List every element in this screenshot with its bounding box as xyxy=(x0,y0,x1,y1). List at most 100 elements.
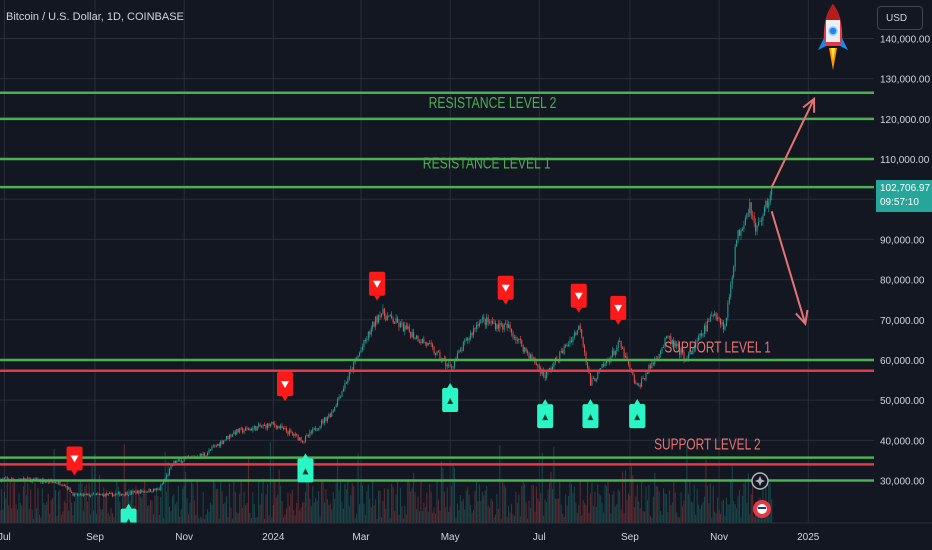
volume-bar xyxy=(595,506,597,523)
volume-bar xyxy=(24,479,26,523)
volume-bar xyxy=(677,516,679,523)
candle-body xyxy=(401,322,403,324)
candle-body xyxy=(568,344,570,346)
volume-bar xyxy=(629,495,631,523)
volume-bar xyxy=(36,508,38,523)
volume-bar xyxy=(430,491,432,523)
candle-body xyxy=(758,221,760,226)
candle-body xyxy=(550,367,552,370)
volume-bar xyxy=(519,516,521,523)
volume-bar xyxy=(556,499,558,523)
candle-body xyxy=(262,424,264,427)
volume-bar xyxy=(331,509,333,523)
volume-bar xyxy=(21,505,23,523)
volume-bar xyxy=(306,458,308,523)
candle-body xyxy=(712,315,714,317)
x-tick-label: 2025 xyxy=(797,532,820,543)
volume-bar xyxy=(46,502,48,523)
candle-body xyxy=(747,213,749,215)
candle-body xyxy=(451,366,453,368)
volume-bar xyxy=(272,504,274,523)
candle-body xyxy=(727,303,729,318)
up-triangle-icon xyxy=(587,414,594,421)
volume-bar xyxy=(435,513,437,523)
volume-bar xyxy=(303,502,305,523)
candle-body xyxy=(112,493,114,497)
candle-body xyxy=(373,322,375,327)
candle-body xyxy=(670,336,672,344)
candle-body xyxy=(525,347,527,352)
candle-body xyxy=(296,433,298,435)
last-price-label: 102,706.97 xyxy=(880,183,931,194)
candle-body xyxy=(404,325,406,332)
candle-body xyxy=(573,332,575,337)
volume-bar xyxy=(511,503,513,523)
candle-body xyxy=(433,347,435,354)
candle-body xyxy=(420,341,422,343)
candle-body xyxy=(313,427,315,429)
sell-signal xyxy=(610,295,627,325)
candle-body xyxy=(410,332,412,338)
volume-bar xyxy=(93,510,95,523)
volume-bar xyxy=(71,502,73,523)
volume-bar xyxy=(644,511,646,523)
time-axis-background xyxy=(0,523,932,550)
candle-body xyxy=(91,493,93,496)
volume-bar xyxy=(226,496,228,523)
volume-bar xyxy=(648,484,650,523)
candle-body xyxy=(651,362,653,369)
volume-bar xyxy=(325,489,327,523)
candle-body xyxy=(462,342,464,351)
candle-body xyxy=(461,349,463,351)
up-triangle-icon xyxy=(302,468,309,475)
candle-body xyxy=(285,428,287,432)
volume-bar xyxy=(164,451,166,523)
volume-bar xyxy=(389,518,391,523)
volume-bar xyxy=(161,486,163,523)
volume-bar xyxy=(490,498,492,523)
candle-body xyxy=(528,352,530,359)
candle-body xyxy=(432,344,434,348)
candle-body xyxy=(606,360,608,364)
volume-bar xyxy=(718,509,720,523)
candle-body xyxy=(132,491,134,494)
volume-bar xyxy=(249,512,251,523)
candle-body xyxy=(737,230,739,241)
volume-bar xyxy=(657,486,659,523)
volume-bar xyxy=(246,502,248,523)
volume-bar xyxy=(220,482,222,523)
support-label: SUPPORT LEVEL 2 xyxy=(654,437,761,454)
volume-bar xyxy=(6,482,8,523)
volume-bar xyxy=(312,486,314,523)
currency-button[interactable]: USD xyxy=(877,6,923,30)
candle-body xyxy=(477,324,479,326)
candle-body xyxy=(85,494,87,496)
candle-body xyxy=(103,494,105,497)
candle-body xyxy=(389,314,391,316)
volume-bar xyxy=(641,479,643,523)
candle-body xyxy=(589,373,591,386)
sell-signal-pointer xyxy=(282,396,288,402)
candle-body xyxy=(205,455,207,457)
candle-body xyxy=(636,383,638,385)
candle-body xyxy=(492,321,494,324)
candle-body xyxy=(736,240,738,247)
volume-bar xyxy=(622,471,624,523)
volume-bar xyxy=(527,518,529,523)
volume-bar xyxy=(55,490,57,523)
candle-body xyxy=(664,338,666,347)
volume-bar xyxy=(109,515,111,523)
volume-bar xyxy=(224,502,226,523)
candle-body xyxy=(247,428,249,431)
x-tick-label: Nov xyxy=(175,532,193,543)
volume-bar xyxy=(424,506,426,523)
volume-bar xyxy=(730,480,732,523)
candle-body xyxy=(171,465,173,467)
candle-body xyxy=(8,478,10,480)
volume-bar xyxy=(19,503,21,523)
candle-body xyxy=(454,360,456,367)
volume-bar xyxy=(182,488,184,523)
buy-signal-pointer xyxy=(125,503,132,509)
